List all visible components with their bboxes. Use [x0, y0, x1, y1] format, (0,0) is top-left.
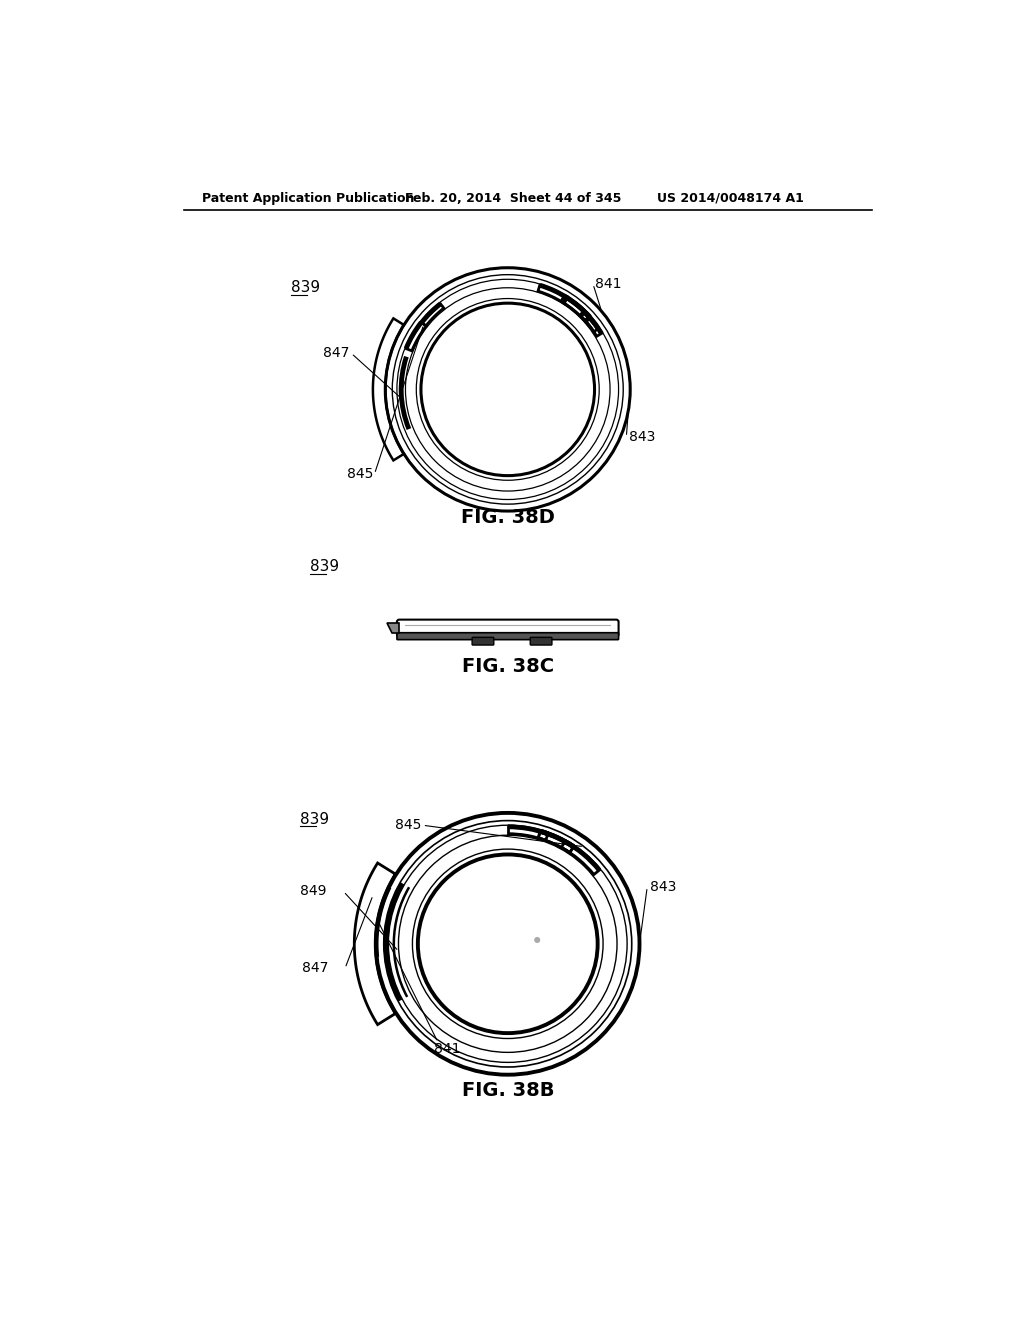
Text: 843: 843	[649, 880, 676, 894]
Text: 849: 849	[300, 884, 327, 899]
Circle shape	[419, 855, 597, 1032]
Text: 843: 843	[629, 430, 655, 444]
Text: 847: 847	[324, 346, 349, 360]
Text: FIG. 38B: FIG. 38B	[462, 1081, 554, 1100]
Text: 841: 841	[595, 277, 622, 290]
Polygon shape	[387, 623, 399, 632]
Text: 845: 845	[346, 467, 373, 480]
Text: 839: 839	[291, 280, 319, 296]
Text: 847: 847	[302, 961, 328, 975]
FancyBboxPatch shape	[397, 619, 618, 636]
Circle shape	[376, 813, 640, 1074]
FancyBboxPatch shape	[472, 638, 494, 645]
Text: 839: 839	[300, 812, 329, 826]
Circle shape	[385, 268, 630, 511]
Text: FIG. 38C: FIG. 38C	[462, 657, 554, 676]
FancyBboxPatch shape	[530, 638, 552, 645]
Text: 845: 845	[394, 818, 421, 832]
Polygon shape	[354, 863, 395, 1024]
Text: 841: 841	[434, 1041, 461, 1056]
Text: FIG. 38D: FIG. 38D	[461, 508, 555, 528]
Text: US 2014/0048174 A1: US 2014/0048174 A1	[657, 191, 804, 205]
Text: 839: 839	[310, 558, 339, 574]
Circle shape	[535, 937, 540, 942]
Text: Feb. 20, 2014  Sheet 44 of 345: Feb. 20, 2014 Sheet 44 of 345	[406, 191, 622, 205]
Polygon shape	[373, 318, 403, 461]
Text: Patent Application Publication: Patent Application Publication	[202, 191, 414, 205]
Circle shape	[422, 304, 594, 475]
FancyBboxPatch shape	[397, 632, 618, 640]
